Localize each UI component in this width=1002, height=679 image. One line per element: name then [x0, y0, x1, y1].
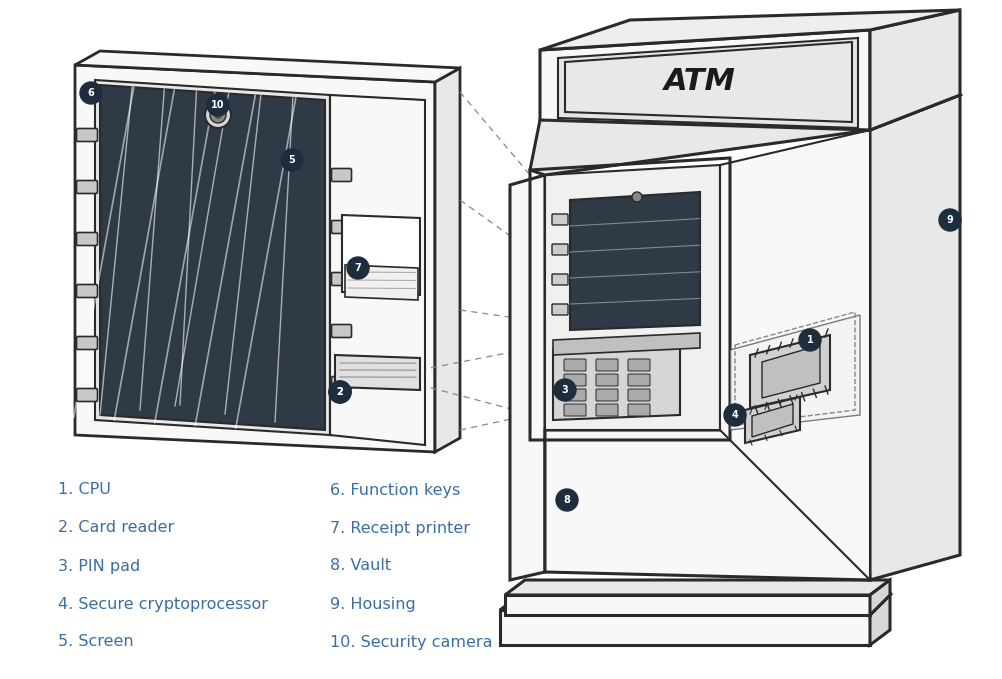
Polygon shape: [75, 65, 435, 452]
Circle shape: [938, 209, 960, 231]
Polygon shape: [869, 10, 959, 130]
FancyBboxPatch shape: [76, 232, 97, 246]
Polygon shape: [504, 580, 889, 595]
Circle shape: [206, 94, 228, 116]
FancyBboxPatch shape: [627, 389, 649, 401]
Polygon shape: [762, 345, 820, 398]
FancyBboxPatch shape: [595, 374, 617, 386]
Polygon shape: [529, 82, 959, 175]
FancyBboxPatch shape: [627, 359, 649, 371]
Text: 4. Secure cryptoprocessor: 4. Secure cryptoprocessor: [58, 596, 268, 612]
Polygon shape: [752, 404, 793, 437]
Text: 1: 1: [806, 335, 813, 345]
FancyBboxPatch shape: [595, 404, 617, 416]
Text: 9. Housing: 9. Housing: [330, 596, 416, 612]
Polygon shape: [569, 192, 699, 330]
Text: ATM: ATM: [663, 67, 735, 96]
Text: 10: 10: [211, 100, 224, 110]
FancyBboxPatch shape: [551, 244, 567, 255]
Text: 5: 5: [289, 155, 295, 165]
Polygon shape: [552, 333, 699, 355]
FancyBboxPatch shape: [332, 168, 351, 181]
Circle shape: [80, 82, 102, 104]
Polygon shape: [744, 397, 800, 443]
Text: 2: 2: [337, 387, 343, 397]
FancyBboxPatch shape: [332, 221, 351, 234]
Circle shape: [329, 381, 351, 403]
FancyBboxPatch shape: [76, 285, 97, 297]
Polygon shape: [539, 30, 869, 130]
Polygon shape: [435, 68, 460, 452]
Polygon shape: [544, 430, 869, 580]
Circle shape: [799, 329, 821, 351]
FancyBboxPatch shape: [551, 274, 567, 285]
Text: 3. PIN pad: 3. PIN pad: [58, 559, 140, 574]
FancyBboxPatch shape: [627, 404, 649, 416]
Polygon shape: [552, 344, 679, 420]
Circle shape: [214, 111, 217, 115]
Circle shape: [204, 102, 230, 128]
Text: 6. Function keys: 6. Function keys: [330, 483, 460, 498]
FancyBboxPatch shape: [332, 272, 351, 285]
Polygon shape: [342, 215, 420, 295]
Polygon shape: [330, 95, 425, 445]
Polygon shape: [500, 610, 869, 645]
Circle shape: [553, 379, 575, 401]
Text: 1. CPU: 1. CPU: [58, 483, 111, 498]
FancyBboxPatch shape: [76, 128, 97, 141]
FancyBboxPatch shape: [76, 181, 97, 194]
Text: 8. Vault: 8. Vault: [330, 559, 391, 574]
Text: 9: 9: [946, 215, 953, 225]
Polygon shape: [335, 355, 420, 390]
Circle shape: [631, 192, 641, 202]
Circle shape: [723, 404, 745, 426]
Text: 6: 6: [87, 88, 94, 98]
FancyBboxPatch shape: [76, 388, 97, 401]
Polygon shape: [345, 265, 418, 300]
FancyBboxPatch shape: [563, 404, 585, 416]
Polygon shape: [539, 10, 959, 50]
Polygon shape: [100, 85, 325, 430]
Polygon shape: [504, 595, 869, 615]
Polygon shape: [719, 130, 869, 580]
Circle shape: [281, 149, 303, 171]
Text: 4: 4: [730, 410, 737, 420]
Circle shape: [347, 257, 369, 279]
Text: 7: 7: [355, 263, 361, 273]
Polygon shape: [509, 175, 544, 580]
FancyBboxPatch shape: [551, 214, 567, 225]
Text: 3: 3: [561, 385, 568, 395]
Text: 8: 8: [563, 495, 570, 505]
Circle shape: [329, 381, 351, 403]
FancyBboxPatch shape: [563, 389, 585, 401]
Polygon shape: [564, 42, 851, 122]
Polygon shape: [500, 595, 889, 615]
Text: 10. Security camera: 10. Security camera: [330, 634, 492, 650]
Polygon shape: [869, 595, 889, 645]
Text: 7. Receipt printer: 7. Receipt printer: [330, 521, 470, 536]
Polygon shape: [729, 315, 859, 430]
Polygon shape: [869, 95, 959, 580]
FancyBboxPatch shape: [563, 359, 585, 371]
FancyBboxPatch shape: [332, 376, 351, 390]
FancyBboxPatch shape: [551, 304, 567, 315]
FancyBboxPatch shape: [595, 359, 617, 371]
FancyBboxPatch shape: [627, 374, 649, 386]
Text: 5. Screen: 5. Screen: [58, 634, 133, 650]
FancyBboxPatch shape: [595, 389, 617, 401]
Text: 2. Card reader: 2. Card reader: [58, 521, 174, 536]
Polygon shape: [75, 51, 460, 82]
Circle shape: [555, 489, 577, 511]
Polygon shape: [544, 165, 719, 430]
FancyBboxPatch shape: [332, 325, 351, 337]
Polygon shape: [749, 335, 830, 408]
Text: 2: 2: [337, 387, 343, 397]
Polygon shape: [557, 38, 857, 128]
Polygon shape: [95, 80, 330, 435]
Polygon shape: [869, 580, 889, 615]
FancyBboxPatch shape: [76, 337, 97, 350]
Circle shape: [213, 111, 221, 119]
FancyBboxPatch shape: [563, 374, 585, 386]
Circle shape: [209, 107, 225, 123]
